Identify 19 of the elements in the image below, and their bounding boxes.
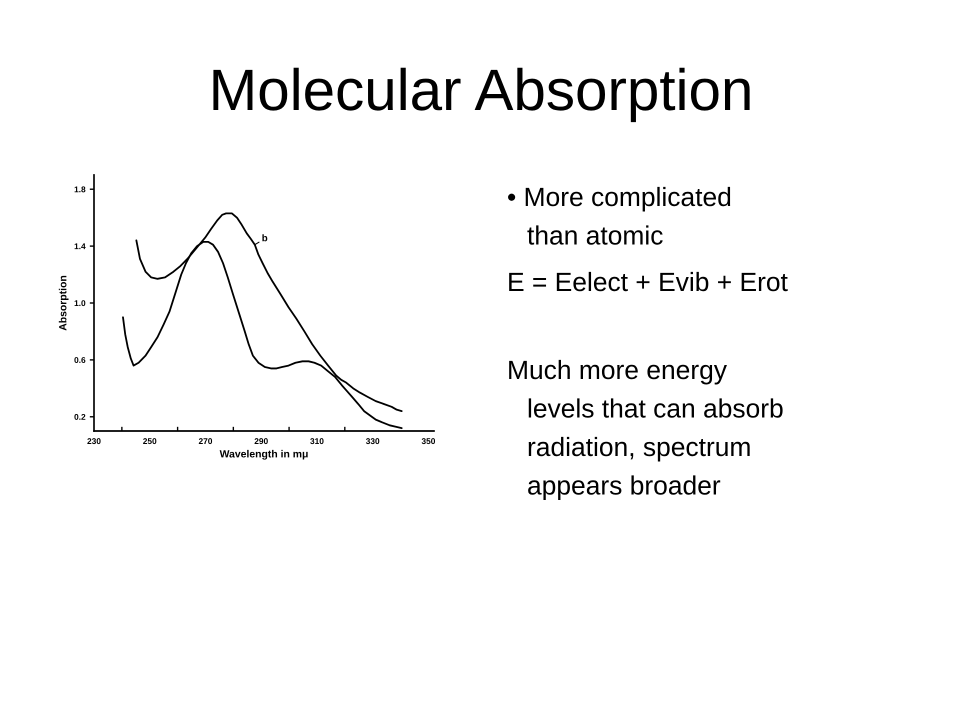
y-tick-label: 0.2 [74, 414, 86, 420]
x-tick-label: 270 [198, 438, 212, 444]
x-tick-label: 350 [422, 438, 436, 444]
text: • More complicated than atomic [508, 186, 730, 245]
x-axis-title: Wavelength in mμ [220, 450, 308, 460]
y-axis-title: Absorption [58, 276, 69, 331]
x-tick-label: 230 [87, 438, 101, 444]
text: E = Eelect + Evib + Erot [509, 272, 788, 292]
y-tick-label: 1.8 [74, 186, 86, 192]
x-tick-label: 250 [143, 438, 156, 444]
text: Much more energy levels that can absorb radiation, spectrum appears broader [509, 360, 783, 500]
y-tick-label: 1.0 [74, 300, 86, 306]
y-tick-label: 0.6 [74, 357, 86, 363]
y-tick-label: 1.4 [74, 243, 86, 250]
chart-title: Molecular Absorption [213, 68, 750, 122]
x-tick-label: 290 [254, 438, 268, 444]
annotation: b [262, 234, 268, 242]
x-tick-label: 330 [366, 438, 380, 444]
x-tick-label: 310 [310, 438, 324, 444]
